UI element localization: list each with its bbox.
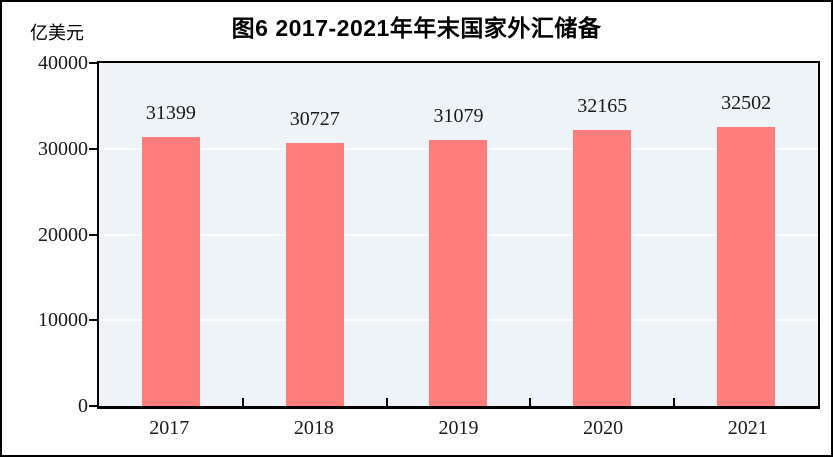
bar-slot-2017: 31399 — [99, 63, 243, 406]
x-axis-category-label-2018: 2018 — [293, 417, 334, 439]
y-axis-tick-label-20000: 20000 — [38, 223, 88, 246]
x-axis-category-label-2017: 2017 — [149, 417, 190, 439]
y-axis-tick-mark — [89, 62, 97, 64]
y-axis-tick-label-0: 0 — [78, 395, 88, 417]
bar-2018 — [285, 142, 344, 406]
x-axis-labels: 2017 2018 2019 2020 2021 — [97, 414, 820, 442]
x-axis-tick — [385, 398, 388, 406]
y-axis-tick-mark — [89, 405, 97, 407]
bar-2021 — [717, 127, 776, 406]
bar-slot-2021: 32502 — [674, 63, 818, 406]
x-axis-category-label-2019: 2019 — [438, 417, 479, 439]
y-axis-tick-label-40000: 40000 — [38, 52, 88, 74]
bar-value-label-2018: 30727 — [289, 107, 340, 130]
bar-value-label-2019: 31079 — [433, 104, 484, 127]
bar-slot-2018: 30727 — [243, 63, 387, 406]
y-axis-tick-mark — [89, 319, 97, 322]
x-axis-tick — [673, 398, 676, 406]
bar-2017 — [141, 136, 200, 406]
plot-area: 31399 30727 31079 32165 32502 — [97, 61, 820, 409]
y-axis-labels: 0 10000 20000 30000 40000 — [2, 53, 88, 416]
y-axis-unit-label: 亿美元 — [30, 23, 84, 43]
bar-slot-2019: 31079 — [387, 63, 531, 406]
bar-2019 — [429, 139, 488, 406]
x-axis-category-label-2020: 2020 — [583, 417, 624, 439]
bar-2020 — [573, 130, 632, 406]
y-axis-tick-mark — [89, 233, 97, 236]
bar-value-label-2021: 32502 — [721, 92, 772, 115]
bar-slot-2020: 32165 — [530, 63, 674, 406]
y-axis-tick-label-10000: 10000 — [38, 309, 88, 332]
chart-title: 图6 2017-2021年年末国家外汇储备 — [231, 15, 602, 41]
x-axis-tick — [241, 398, 244, 406]
y-axis-tick-label-30000: 30000 — [38, 137, 88, 160]
y-axis-ticks — [89, 62, 97, 407]
bar-value-label-2020: 32165 — [577, 95, 628, 118]
x-axis-category-label-2021: 2021 — [727, 417, 768, 439]
y-axis-tick-mark — [89, 147, 97, 150]
bar-value-label-2017: 31399 — [145, 101, 196, 124]
x-axis-tick — [529, 398, 532, 406]
